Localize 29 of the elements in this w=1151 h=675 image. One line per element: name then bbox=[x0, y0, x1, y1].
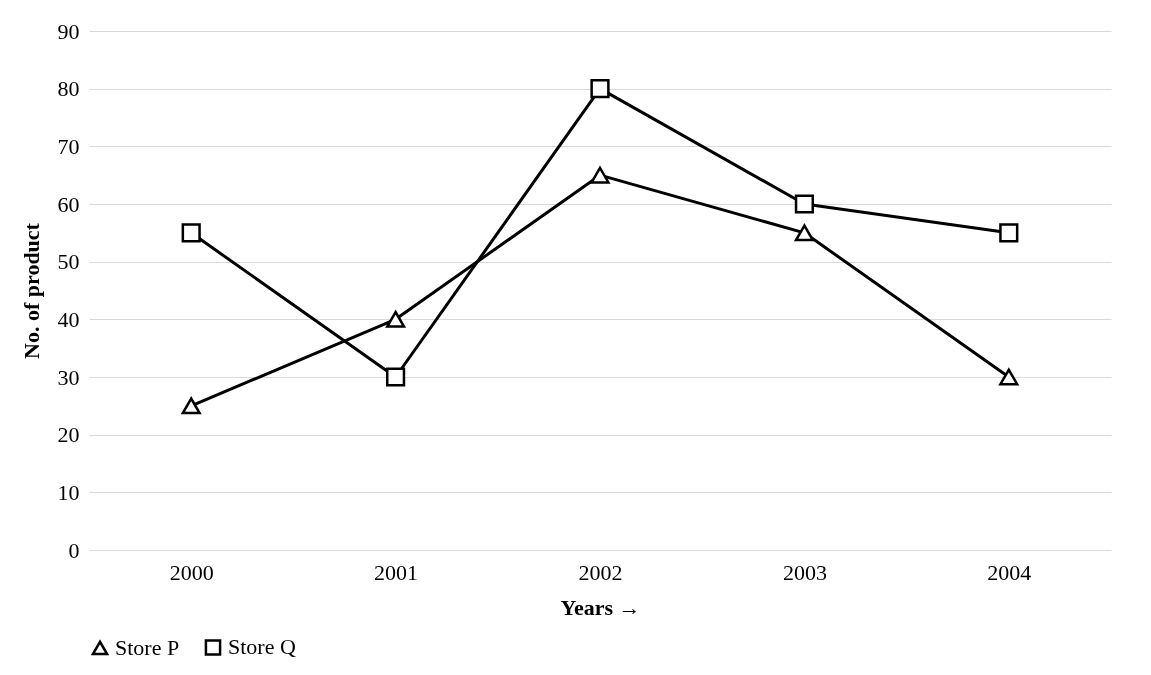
x-tick-label: 2001 bbox=[374, 559, 419, 585]
y-tick-label: 40 bbox=[57, 306, 80, 332]
y-tick-label: 90 bbox=[57, 18, 80, 44]
y-axis-title: No. of product bbox=[18, 222, 44, 359]
point bbox=[385, 310, 406, 328]
y-tick-label: 60 bbox=[57, 191, 80, 217]
x-axis-title: Years → bbox=[560, 594, 641, 620]
legend-label: Store P bbox=[115, 634, 180, 660]
legend-label: Store Q bbox=[228, 634, 296, 660]
y-tick-label: 0 bbox=[68, 537, 80, 563]
point bbox=[181, 223, 201, 243]
x-tick-label: 2004 bbox=[987, 559, 1032, 585]
point bbox=[999, 223, 1019, 243]
point bbox=[385, 367, 406, 387]
y-tick-label: 10 bbox=[57, 479, 80, 505]
point bbox=[794, 224, 815, 242]
point bbox=[181, 397, 201, 415]
x-tick-label: 2000 bbox=[169, 559, 214, 585]
y-tick-label: 80 bbox=[57, 76, 80, 102]
y-tick-label: 30 bbox=[57, 364, 80, 390]
y-tick-label: 50 bbox=[57, 249, 80, 275]
point bbox=[590, 79, 610, 99]
x-tick-label: 2003 bbox=[782, 559, 827, 585]
point bbox=[590, 166, 610, 184]
point bbox=[999, 368, 1019, 386]
y-tick-label: 20 bbox=[57, 422, 80, 448]
x-tick-label: 2002 bbox=[578, 559, 623, 585]
y-tick-label: 70 bbox=[57, 133, 80, 159]
point bbox=[794, 194, 815, 214]
